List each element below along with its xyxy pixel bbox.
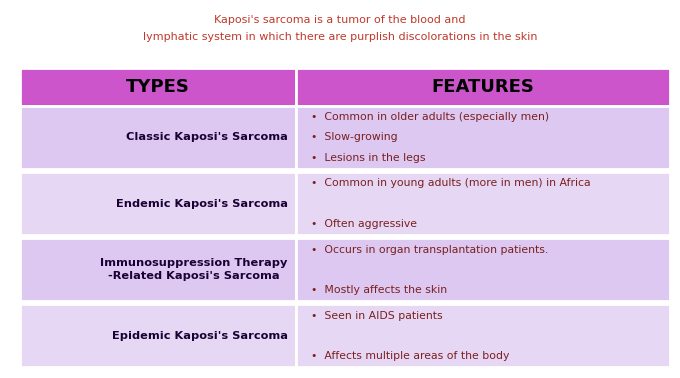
FancyBboxPatch shape (296, 172, 670, 235)
Text: Epidemic Kaposi's Sarcoma: Epidemic Kaposi's Sarcoma (112, 331, 288, 341)
Text: •  Lesions in the legs: • Lesions in the legs (311, 153, 425, 163)
Text: lymphatic system in which there are purplish discolorations in the skin: lymphatic system in which there are purp… (143, 32, 537, 42)
Text: FEATURES: FEATURES (431, 78, 534, 96)
Text: •  Seen in AIDS patients: • Seen in AIDS patients (311, 311, 443, 321)
Text: •  Mostly affects the skin: • Mostly affects the skin (311, 285, 447, 295)
FancyBboxPatch shape (20, 304, 296, 367)
FancyBboxPatch shape (27, 110, 116, 165)
FancyBboxPatch shape (296, 304, 670, 367)
Text: •  Affects multiple areas of the body: • Affects multiple areas of the body (311, 351, 509, 361)
Text: Immunosuppression Therapy
-Related Kaposi's Sarcoma: Immunosuppression Therapy -Related Kapos… (100, 258, 288, 281)
FancyBboxPatch shape (20, 68, 296, 106)
Text: •  Slow-growing: • Slow-growing (311, 132, 397, 143)
FancyBboxPatch shape (27, 176, 116, 231)
FancyBboxPatch shape (296, 106, 670, 169)
FancyBboxPatch shape (27, 242, 116, 297)
FancyBboxPatch shape (27, 308, 116, 364)
Text: •  Common in young adults (more in men) in Africa: • Common in young adults (more in men) i… (311, 178, 590, 188)
Text: Kaposi's sarcoma is a tumor of the blood and: Kaposi's sarcoma is a tumor of the blood… (214, 15, 466, 25)
FancyBboxPatch shape (296, 68, 670, 106)
Text: Endemic Kaposi's Sarcoma: Endemic Kaposi's Sarcoma (116, 198, 288, 209)
FancyBboxPatch shape (296, 238, 670, 301)
FancyBboxPatch shape (20, 238, 296, 301)
Text: Classic Kaposi's Sarcoma: Classic Kaposi's Sarcoma (126, 132, 288, 143)
Text: •  Occurs in organ transplantation patients.: • Occurs in organ transplantation patien… (311, 245, 548, 254)
Text: •  Common in older adults (especially men): • Common in older adults (especially men… (311, 112, 549, 122)
Text: TYPES: TYPES (126, 78, 190, 96)
FancyBboxPatch shape (20, 106, 296, 169)
Text: •  Often aggressive: • Often aggressive (311, 219, 417, 229)
FancyBboxPatch shape (20, 172, 296, 235)
